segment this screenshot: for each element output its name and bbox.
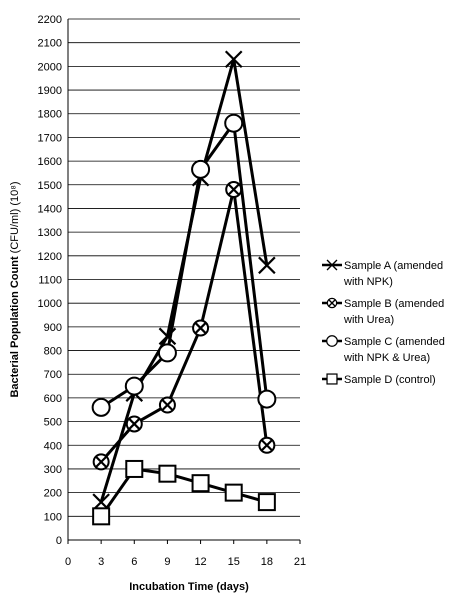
y-tick-label: 300 — [44, 464, 62, 476]
series-b-point — [125, 415, 143, 433]
legend-item-d: Sample D (control) — [322, 373, 436, 386]
x-tick-label: 15 — [228, 556, 240, 568]
series-c — [91, 113, 277, 417]
tick-labels: 0 100 200 300 400 500 600 700 800 900 1000 1100 1200… — [38, 14, 307, 568]
y-tick-label: 0 — [56, 535, 62, 547]
series-b-point — [92, 453, 110, 471]
series-d — [92, 459, 276, 526]
legend-label: Sample B (amended — [344, 298, 444, 310]
x-tick-label: 18 — [261, 556, 273, 568]
series-b-point — [258, 436, 276, 454]
y-axis-title: Bacterial Population Count (CFU/ml) (10⁸… — [9, 181, 21, 397]
y-tick-label: 100 — [44, 511, 62, 523]
x-tick-label: 21 — [294, 556, 306, 568]
y-tick-label: 2000 — [38, 61, 62, 73]
y-tick-label: 800 — [44, 346, 62, 358]
y-tick-label: 2100 — [38, 38, 62, 50]
x-tick-label: 6 — [131, 556, 137, 568]
legend-item-c: Sample C (amended with NPK & Urea) — [322, 335, 445, 364]
y-tick-label: 1500 — [38, 180, 62, 192]
series-b — [92, 181, 276, 471]
legend-label: with NPK) — [343, 276, 393, 288]
legend: Sample A (amended with NPK) Sample B (amen… — [322, 259, 445, 386]
y-tick-label: 1900 — [38, 85, 62, 97]
y-tick-label: 1400 — [38, 203, 62, 215]
series-c-point — [191, 159, 211, 179]
y-axis-title-unit: (CFU/ml) (10⁸) — [9, 181, 21, 253]
series-d-point — [125, 459, 144, 478]
series-b-point — [225, 181, 243, 199]
y-tick-label: 1600 — [38, 156, 62, 168]
series-c-point — [124, 376, 144, 396]
y-tick-label: 2200 — [38, 14, 62, 26]
series-b-point — [158, 396, 176, 414]
y-tick-label: 900 — [44, 322, 62, 334]
y-tick-label: 400 — [44, 440, 62, 452]
y-tick-label: 1100 — [38, 275, 62, 287]
series-c-point — [257, 389, 277, 409]
legend-swatch-marker — [326, 373, 338, 385]
y-tick-label: 1000 — [38, 298, 62, 310]
legend-label: with NPK & Urea) — [343, 352, 430, 364]
x-tick-label: 3 — [98, 556, 104, 568]
series-c-point — [157, 343, 177, 363]
y-tick-label: 600 — [44, 393, 62, 405]
y-tick-label: 500 — [44, 417, 62, 429]
x-tick-label: 9 — [164, 556, 170, 568]
y-tick-label: 1300 — [38, 227, 62, 239]
y-tick-label: 1800 — [38, 109, 62, 121]
axes — [67, 19, 301, 544]
legend-label: Sample C (amended — [344, 336, 445, 348]
legend-item-b: Sample B (amended with Urea) — [322, 297, 444, 326]
y-tick-label: 700 — [44, 369, 62, 381]
legend-label: with Urea) — [343, 314, 394, 326]
legend-label: Sample D (control) — [344, 374, 436, 386]
series-a-point — [258, 256, 276, 275]
series-d-point — [191, 474, 210, 493]
y-tick-label: 1700 — [38, 132, 62, 144]
series-b-point — [192, 319, 210, 337]
legend-label: Sample A (amended — [344, 260, 443, 272]
series-d-point — [158, 464, 177, 483]
y-tick-label: 1200 — [38, 251, 62, 263]
series-d-point — [224, 483, 243, 502]
series-d-point — [92, 507, 111, 526]
series-c-point — [224, 113, 244, 133]
legend-swatch-marker — [326, 335, 338, 347]
x-axis-title: Incubation Time (days) — [129, 581, 249, 593]
legend-swatch-marker — [326, 259, 338, 271]
series-c-point — [91, 397, 111, 417]
legend-item-a: Sample A (amended with NPK) — [322, 259, 443, 288]
series-a-point — [224, 50, 243, 69]
series-group — [91, 50, 277, 526]
x-tick-label: 12 — [194, 556, 206, 568]
x-tick-label: 0 — [65, 556, 71, 568]
series-d-point — [257, 493, 276, 512]
y-tick-label: 200 — [44, 488, 62, 500]
legend-swatch-marker — [326, 297, 338, 309]
y-axis-title-main: Bacterial Population Count — [9, 253, 21, 397]
